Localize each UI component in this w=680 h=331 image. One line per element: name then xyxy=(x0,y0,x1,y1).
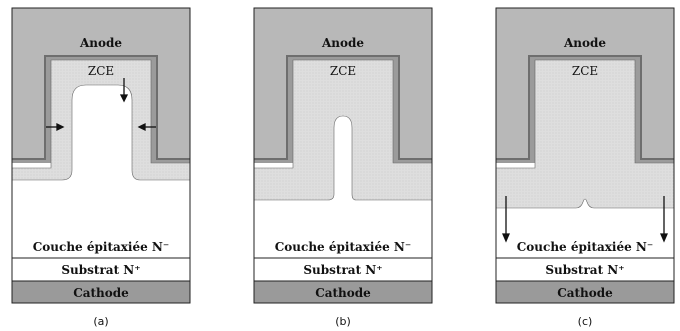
zce-label: ZCE xyxy=(88,64,114,78)
cathode-label: Cathode xyxy=(73,286,129,300)
zce-region xyxy=(11,59,191,181)
cathode-label: Cathode xyxy=(315,286,371,300)
downward-arrows xyxy=(502,196,668,243)
panel-c: Anode ZCE Couche épitaxiée N⁻ Substrat N… xyxy=(495,7,675,328)
panel-a: Anode ZCE Couche épitaxiée N⁻ Substrat N… xyxy=(11,7,191,328)
anode-label: Anode xyxy=(563,36,606,50)
expansion-arrows xyxy=(46,78,156,132)
anode-label: Anode xyxy=(321,36,364,50)
substrate-label: Substrat N⁺ xyxy=(61,263,140,277)
cathode-label: Cathode xyxy=(557,286,613,300)
substrate-label: Substrat N⁺ xyxy=(545,263,624,277)
zce-region xyxy=(495,59,675,209)
zce-label: ZCE xyxy=(330,64,356,78)
caption-a: (a) xyxy=(93,315,108,328)
substrate-label: Substrat N⁺ xyxy=(303,263,382,277)
zce-region xyxy=(253,59,433,201)
zce-label: ZCE xyxy=(572,64,598,78)
caption-b: (b) xyxy=(335,315,351,328)
panel-b: Anode ZCE Couche épitaxiée N⁻ Substrat N… xyxy=(253,7,433,328)
epi-label: Couche épitaxiée N⁻ xyxy=(275,240,412,254)
epi-label: Couche épitaxiée N⁻ xyxy=(517,240,654,254)
caption-c: (c) xyxy=(578,315,593,328)
epi-label: Couche épitaxiée N⁻ xyxy=(33,240,170,254)
anode-label: Anode xyxy=(79,36,122,50)
